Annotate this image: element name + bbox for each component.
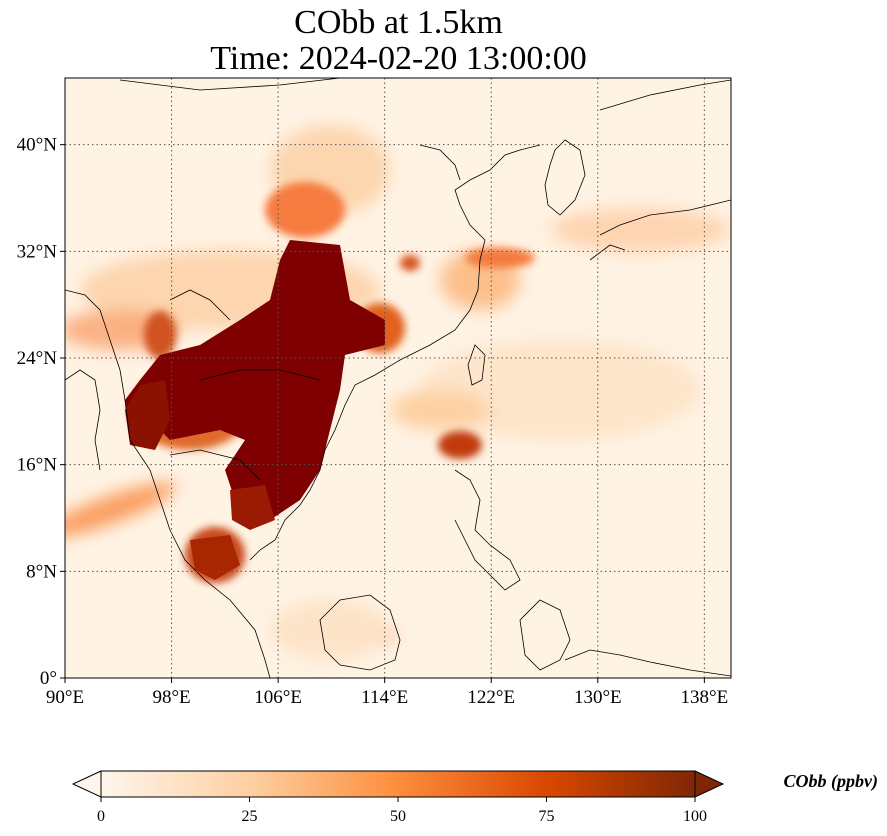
plot-title-line1: CObb at 1.5km — [294, 4, 503, 41]
colorbar-tick-label: 0 — [97, 808, 105, 825]
lon-tick-label: 98°E — [152, 687, 190, 708]
lat-tick-label: 40°N — [17, 135, 58, 156]
lon-tick-label: 106°E — [254, 687, 302, 708]
colorbar-ticks: 0 25 50 75 100 — [97, 797, 707, 825]
lon-tick-label: 90°E — [46, 687, 84, 708]
map-panel: 90°E 98°E 106°E 114°E 122°E 130°E 138°E 0° 8°N 1… — [17, 77, 732, 708]
plot-title-line2: Time: 2024-02-20 13:00:00 — [210, 40, 587, 77]
colorbar-extend-max — [694, 770, 725, 798]
lat-tick-label: 8°N — [26, 561, 57, 582]
cobb-field — [65, 125, 730, 660]
lat-tick-label: 16°N — [17, 455, 58, 476]
colorbar-tick-label: 50 — [390, 808, 406, 825]
map-frame — [64, 77, 732, 679]
colorbar: 0 25 50 75 100 CObb (ppbv) — [71, 770, 878, 825]
lat-tick-label: 32°N — [17, 241, 58, 262]
lat-tick-label: 24°N — [17, 348, 58, 369]
lon-tick-label: 130°E — [574, 687, 622, 708]
colorbar-tick-label: 100 — [683, 808, 707, 825]
lat-tick-label: 0° — [40, 668, 57, 689]
longitude-axis: 90°E 98°E 106°E 114°E 122°E 130°E 138°E — [46, 678, 728, 708]
lon-tick-label: 114°E — [361, 687, 408, 708]
colorbar-tick-label: 75 — [539, 808, 555, 825]
colorbar-gradient — [100, 770, 696, 798]
colorbar-title: CObb (ppbv) — [784, 771, 878, 792]
lon-tick-label: 122°E — [467, 687, 515, 708]
colorbar-extend-min — [71, 770, 102, 798]
coastlines — [65, 78, 731, 678]
cobb-plume-core — [125, 240, 385, 580]
latitude-axis: 0° 8°N 16°N 24°N 32°N 40°N — [17, 135, 65, 689]
gridlines — [65, 78, 731, 678]
colorbar-tick-label: 25 — [242, 808, 258, 825]
lon-tick-label: 138°E — [681, 687, 729, 708]
